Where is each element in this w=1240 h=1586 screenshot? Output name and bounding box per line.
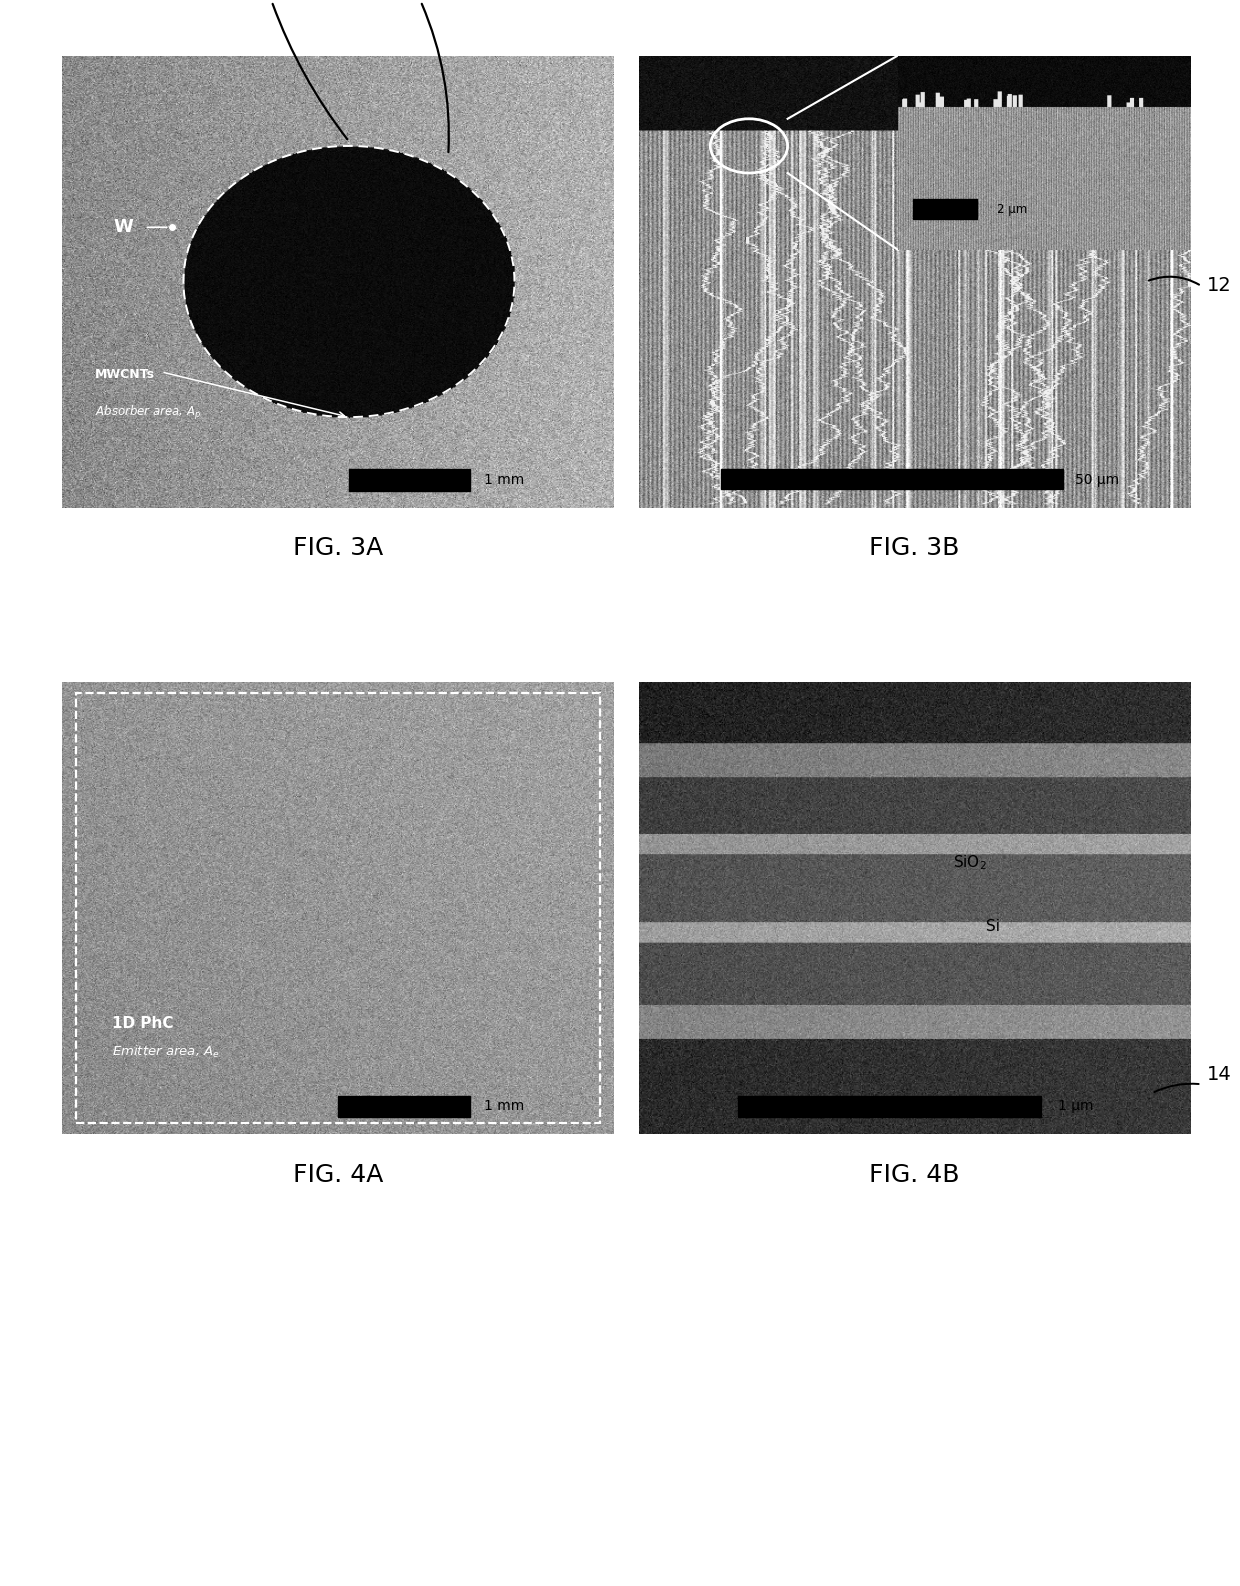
Text: SiO$_2$: SiO$_2$ (954, 853, 987, 872)
Text: 1 mm: 1 mm (484, 1099, 525, 1113)
Bar (738, 1096, 1042, 1117)
Text: FIG. 4A: FIG. 4A (293, 1163, 383, 1186)
Text: 1 μm: 1 μm (1058, 1099, 1094, 1113)
Text: FIG. 4B: FIG. 4B (869, 1163, 960, 1186)
Text: 14: 14 (1207, 1064, 1231, 1083)
Text: MWCNTs: MWCNTs (95, 368, 155, 381)
Text: Absorber area, $A_p$: Absorber area, $A_p$ (95, 403, 201, 422)
Text: Si: Si (986, 918, 1001, 934)
Text: 1 mm: 1 mm (484, 473, 525, 487)
Bar (348, 469, 470, 490)
Bar (337, 1096, 470, 1117)
Text: 50 μm: 50 μm (1075, 473, 1118, 487)
Text: 12: 12 (1207, 276, 1231, 295)
Text: 1D PhC: 1D PhC (112, 1017, 174, 1031)
Text: FIG. 3A: FIG. 3A (293, 536, 383, 560)
Text: FIG. 3B: FIG. 3B (869, 536, 960, 560)
Bar (722, 469, 1064, 490)
Text: Emitter area, $A_e$: Emitter area, $A_e$ (112, 1044, 219, 1059)
Text: W: W (114, 219, 134, 236)
